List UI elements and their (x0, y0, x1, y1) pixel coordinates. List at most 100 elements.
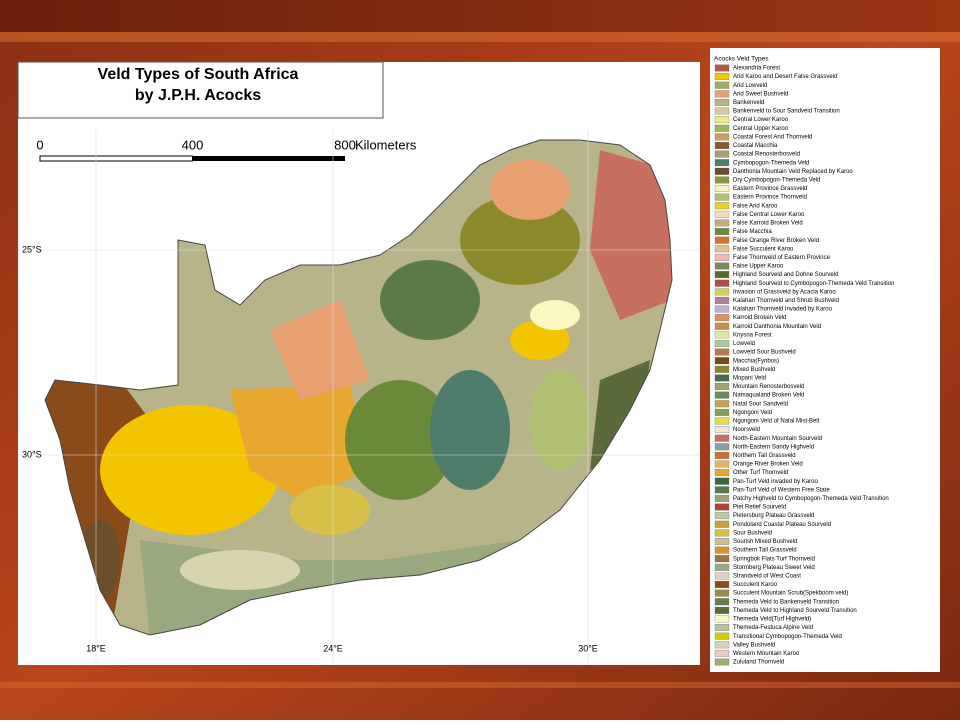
longitude-label: 18°E (86, 643, 106, 653)
legend-swatch (714, 90, 730, 98)
legend-label: Alexandria Forest (733, 66, 780, 72)
legend-swatch (714, 494, 730, 502)
legend-label: Orange River Broken Veld (733, 462, 803, 468)
legend-swatch (714, 322, 730, 330)
legend-swatch (714, 469, 730, 477)
legend-label: False Orange River Broken Veld (733, 238, 819, 244)
legend-label: Danthonia Mountain Veld Replaced by Karo… (733, 169, 853, 175)
legend-label: Eastern Province Thornveld (733, 195, 807, 201)
legend-label: False Succulent Karoo (733, 246, 794, 252)
legend-swatch (714, 236, 730, 244)
legend-label: Sourish Mixed Bushveld (733, 539, 797, 545)
legend-label: Lowveld (733, 341, 755, 347)
legend-swatch (714, 529, 730, 537)
legend-label: Pan-Turf Veld of Western Free State (733, 487, 830, 493)
legend-label: Coastal Renosterbosveld (733, 152, 800, 158)
legend-label: Karroid Broken Veld (733, 315, 786, 321)
legend-swatch (714, 460, 730, 468)
legend-label: Kalahari Thornveld Invaded by Karoo (733, 307, 833, 313)
legend-swatch (714, 624, 730, 632)
legend-swatch (714, 159, 730, 167)
legend-swatch (714, 503, 730, 511)
legend-swatch (714, 124, 730, 132)
legend-swatch (714, 262, 730, 270)
scale-bar: 0 400 800 Kilometers (36, 137, 417, 162)
legend-swatch (714, 331, 730, 339)
legend-swatch (714, 185, 730, 192)
legend-swatch (714, 563, 730, 571)
scale-unit: Kilometers (355, 137, 417, 152)
legend-swatch (714, 193, 730, 201)
legend-label: Highland Sourveld and Dohne Sourveld (733, 272, 838, 278)
legend-label: Lowveld Sour Bushveld (733, 350, 796, 356)
legend-label: Themeda Veld to Highland Sourveld Transi… (733, 608, 857, 614)
legend-label: Coastal Forest And Thornveld (733, 134, 812, 140)
legend-label: Ngongoni Veld (733, 410, 772, 416)
scale-segment (39, 155, 193, 162)
legend-label: Central Upper Karoo (733, 126, 789, 132)
legend-label: Invasion of Grassveld by Acacia Karoo (733, 289, 836, 295)
legend-label: Arid Lowveld (733, 83, 767, 89)
legend-label: Zululand Thornveld (733, 660, 784, 666)
longitude-label: 24°E (323, 643, 343, 653)
legend-label: Macchia(Fynbos) (733, 358, 779, 364)
legend-swatch (714, 417, 730, 425)
top-band (0, 0, 960, 32)
legend-swatch (714, 314, 730, 322)
legend-swatch (714, 81, 730, 89)
scale-label: 800 (334, 137, 356, 152)
legend-label: North-Eastern Sandy Highveld (733, 444, 814, 450)
legend-label: False Central Lower Karoo (733, 212, 805, 218)
legend-label: Bankenveld to Sour Sandveld Transition (733, 109, 840, 115)
legend-label: Stormberg Plateau Sweet Veld (733, 565, 815, 571)
legend-swatch (714, 391, 730, 399)
legend-label: Themeda Veld to Bankenveld Transition (733, 599, 839, 605)
legend-label: Southern Tall Grassveld (733, 548, 797, 554)
legend-label: Karroid Danthonia Mountain Veld (733, 324, 821, 330)
legend-label: False Macchia (733, 229, 772, 235)
legend-label: Pondoland Coastal Plateau Sourveld (733, 522, 831, 528)
legend-swatch (714, 572, 730, 580)
graticule: 25°S 30°S 18°E 24°E 30°E (18, 130, 700, 665)
legend-swatch (714, 400, 730, 408)
legend-label: Pietersburg Plateau Grassveld (733, 513, 814, 519)
legend-label: Natal Sour Sandveld (733, 401, 788, 407)
legend-label: Other Turf Thornveld (733, 470, 788, 476)
legend-swatch (714, 555, 730, 563)
legend-label: Themeda Veld(Turf Highveld) (733, 617, 811, 623)
legend-title: Acocks Veld Types (714, 56, 769, 63)
legend-swatch (714, 64, 730, 72)
legend-swatch (714, 520, 730, 528)
legend-swatch (714, 210, 730, 218)
legend-label: Pan-Turf Veld invaded by Karoo (733, 479, 818, 485)
legend-swatch (714, 219, 730, 227)
legend-swatch (714, 245, 730, 253)
legend-label: False Upper Karoo (733, 264, 784, 270)
legend-swatch (714, 546, 730, 554)
legend-swatch (714, 598, 730, 606)
legend-swatch (714, 477, 730, 485)
legend-label: Northern Tall Grassveld (733, 453, 796, 459)
latitude-label: 25°S (22, 244, 42, 254)
title-box (17, 61, 384, 119)
legend-swatch (714, 365, 730, 373)
legend-label: North-Eastern Mountain Sourveld (733, 436, 822, 442)
legend-label: Patchy Highveld to Cymbopogon-Themeda Ve… (733, 496, 889, 502)
legend-swatch (714, 649, 730, 657)
legend-swatch (714, 279, 730, 287)
legend-swatch (714, 176, 730, 184)
legend-swatch (714, 615, 730, 623)
legend-label: Mixed Bushveld (733, 367, 775, 373)
longitude-label: 30°E (578, 643, 598, 653)
legend-swatch (714, 107, 730, 115)
legend-swatch (714, 228, 730, 236)
legend-swatch (714, 340, 730, 347)
legend-label: Cymbopogon-Themeda Veld (733, 160, 809, 166)
legend: Alexandria Forest Arid Karoo and Desert F… (714, 64, 894, 666)
stripe (0, 32, 960, 42)
legend-label: Central Lower Karoo (733, 117, 789, 123)
map-title: Veld Types of South Africa (98, 66, 299, 83)
legend-swatch (714, 116, 730, 124)
legend-swatch (714, 426, 730, 434)
legend-label: Succulent Mountain Scrub(Spekboom veld) (733, 591, 848, 597)
